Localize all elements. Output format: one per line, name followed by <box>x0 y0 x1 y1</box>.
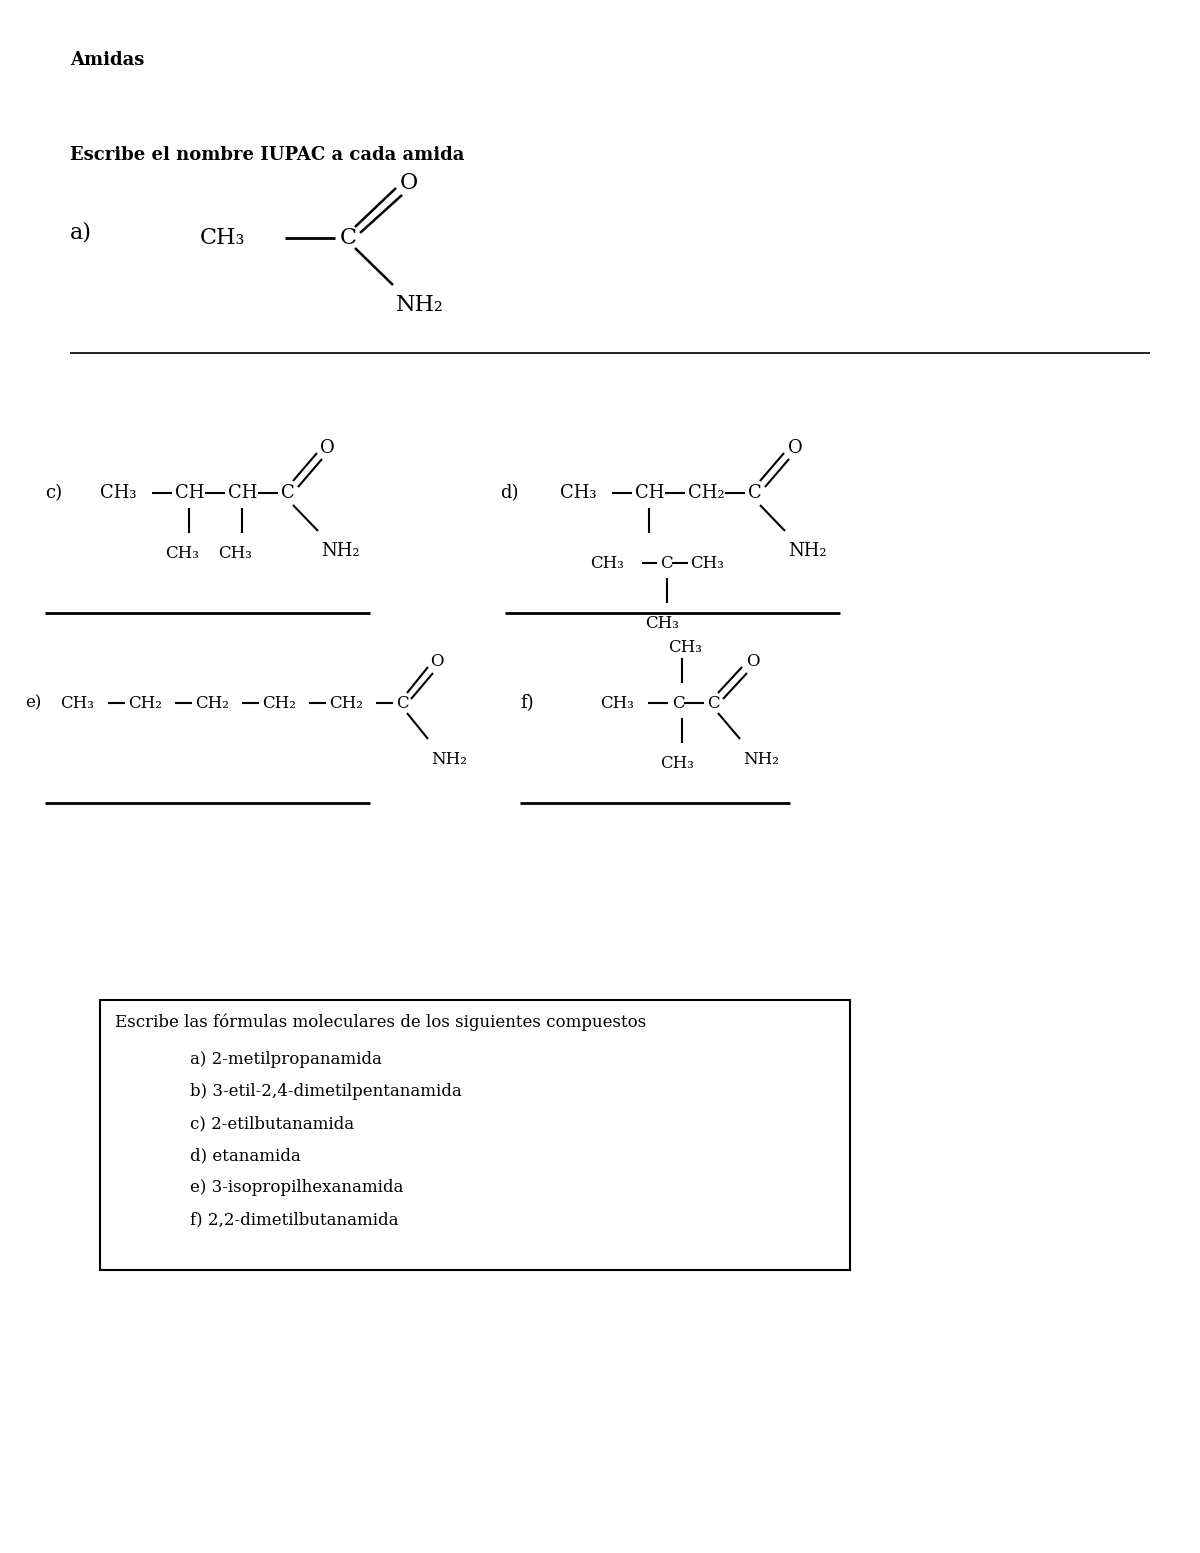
Text: CH: CH <box>635 485 665 502</box>
Text: C: C <box>281 485 295 502</box>
Text: CH₃: CH₃ <box>646 615 679 632</box>
Text: a) 2-metilpropanamida: a) 2-metilpropanamida <box>190 1051 382 1068</box>
Text: d) etanamida: d) etanamida <box>190 1148 301 1165</box>
Text: f): f) <box>520 694 534 711</box>
Text: CH₃: CH₃ <box>690 554 724 572</box>
Text: d): d) <box>500 485 518 502</box>
Text: C: C <box>660 554 673 572</box>
Text: C: C <box>748 485 762 502</box>
Text: CH₃: CH₃ <box>560 485 596 502</box>
Text: e): e) <box>25 694 41 711</box>
Text: CH₃: CH₃ <box>166 545 199 562</box>
Bar <box>100 1000 850 1270</box>
Text: e) 3-isopropilhexanamida: e) 3-isopropilhexanamida <box>190 1179 403 1196</box>
Text: CH₂: CH₂ <box>262 694 296 711</box>
Text: CH₃: CH₃ <box>590 554 624 572</box>
Text: NH₂: NH₂ <box>788 542 827 561</box>
Text: CH₃: CH₃ <box>200 227 246 248</box>
Text: O: O <box>400 172 419 194</box>
Text: NH₂: NH₂ <box>396 294 444 315</box>
Text: NH₂: NH₂ <box>322 542 360 561</box>
Text: c) 2-etilbutanamida: c) 2-etilbutanamida <box>190 1115 354 1132</box>
Text: CH₃: CH₃ <box>668 640 702 657</box>
Text: CH: CH <box>175 485 204 502</box>
Text: Escribe el nombre IUPAC a cada amida: Escribe el nombre IUPAC a cada amida <box>70 146 464 165</box>
Text: C: C <box>396 694 409 711</box>
Text: NH₂: NH₂ <box>743 750 779 767</box>
Text: a): a) <box>70 222 92 244</box>
Text: f) 2,2-dimetilbutanamida: f) 2,2-dimetilbutanamida <box>190 1211 398 1228</box>
Text: CH₂: CH₂ <box>329 694 362 711</box>
Text: C: C <box>340 227 358 248</box>
Text: Amidas: Amidas <box>70 51 144 68</box>
Text: NH₂: NH₂ <box>431 750 467 767</box>
Text: C: C <box>672 694 685 711</box>
Text: CH₃: CH₃ <box>60 694 94 711</box>
Text: O: O <box>788 439 803 457</box>
Text: b) 3-etil-2,4-dimetilpentanamida: b) 3-etil-2,4-dimetilpentanamida <box>190 1084 462 1101</box>
Text: CH: CH <box>228 485 257 502</box>
Text: CH₂: CH₂ <box>688 485 725 502</box>
Text: CH₃: CH₃ <box>100 485 137 502</box>
Text: CH₃: CH₃ <box>660 755 694 772</box>
Text: Escribe las fórmulas moleculares de los siguientes compuestos: Escribe las fórmulas moleculares de los … <box>115 1013 647 1031</box>
Text: c): c) <box>46 485 62 502</box>
Text: CH₃: CH₃ <box>600 694 634 711</box>
Text: O: O <box>430 652 444 669</box>
Text: CH₂: CH₂ <box>128 694 162 711</box>
Text: CH₃: CH₃ <box>218 545 252 562</box>
Text: C: C <box>707 694 720 711</box>
Text: CH₂: CH₂ <box>194 694 229 711</box>
Text: O: O <box>746 652 760 669</box>
Text: O: O <box>320 439 335 457</box>
